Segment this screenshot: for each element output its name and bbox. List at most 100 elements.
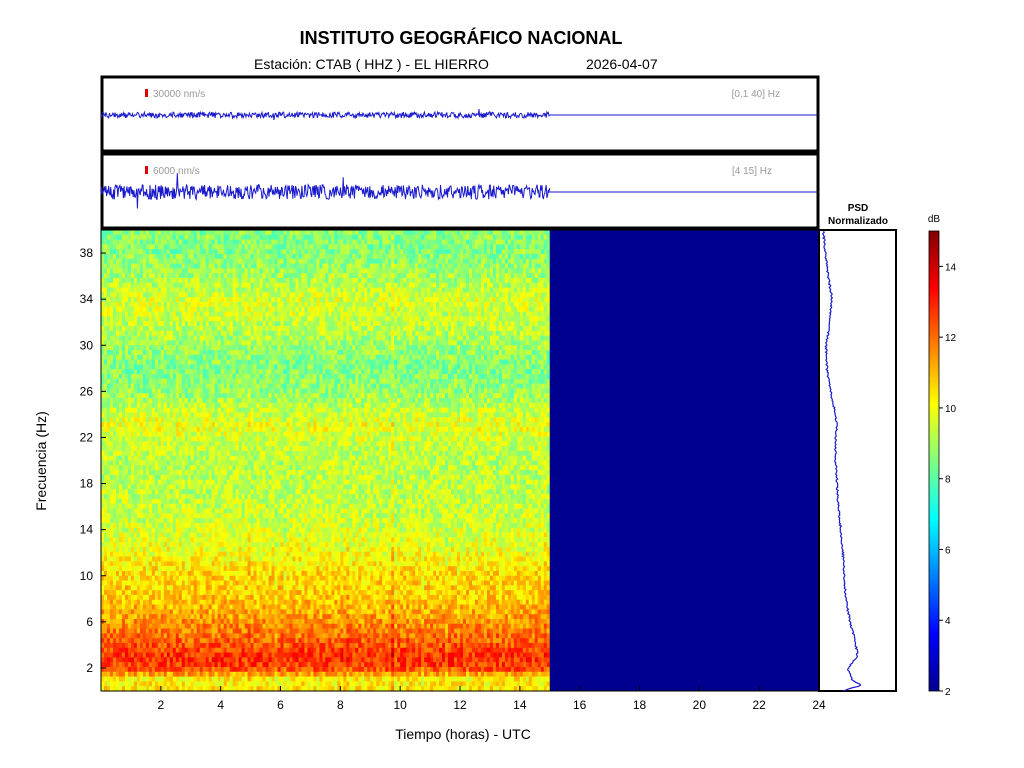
spectrogram-cell [445,278,449,284]
spectrogram-cell [184,311,189,318]
spectrogram-cell [534,311,539,318]
spectrogram-cell [483,311,488,318]
spectrogram-cell [175,258,180,265]
spectrogram-cell [415,311,419,318]
spectrogram-cell [436,306,440,313]
spectrogram-cell [457,282,461,289]
spectrogram-cell [513,230,518,236]
spectrogram-cell [352,254,356,260]
spectrogram-cell [442,244,446,250]
spectrogram-cell [265,254,270,260]
spectrogram-cell [364,268,368,274]
spectrogram-cell [468,239,473,245]
spectrogram-cell [109,287,114,294]
spectrogram-cell [451,278,455,284]
spectrogram-cell [262,311,267,318]
spectrogram-cell [445,297,449,303]
spectrogram-cell [376,268,380,274]
spectrogram-cell [130,335,135,342]
spectrogram-cell [307,287,312,294]
spectrogram-cell [286,268,291,274]
spectrogram-cell [358,292,362,298]
spectrogram-cell [483,230,488,236]
spectrogram-cell [519,330,524,337]
spectrogram-cell [388,273,392,279]
spectrogram-cell [163,330,168,337]
spectrogram-cell [337,292,341,298]
spectrogram-cell [238,330,243,337]
spectrogram-cell [448,292,452,298]
spectrogram-cell [217,278,222,284]
spectrogram-cell [385,263,389,270]
spectrogram-cell [172,273,177,279]
spectrogram-cell [241,249,246,255]
spectrogram-cell [483,258,488,265]
spectrogram-cell [253,306,258,313]
spectrogram-cell [121,326,126,332]
spectrogram-cell [489,278,494,284]
spectrogram-cell [205,330,210,337]
spectrogram-cell [510,239,515,245]
spectrogram-cell [349,244,353,250]
spectrogram-cell [172,292,177,298]
spectrogram-cell [507,311,512,318]
spectrogram-cell [289,278,294,284]
spectrogram-cell [250,230,255,236]
spectrogram-cell [346,311,350,318]
spectrogram-cell [313,249,317,255]
spectrogram-cell [154,302,159,308]
spectrogram-cell [534,292,539,298]
spectrogram-cell [181,263,186,270]
spectrogram-cell [331,311,335,318]
spectrogram-cell [298,244,303,250]
spectrogram-cell [244,287,249,294]
spectrogram-cell [208,311,213,318]
spectrogram-cell [316,306,320,313]
spectrogram-cell [337,306,341,313]
spectrogram-cell [379,306,383,313]
spectrogram-cell [277,306,282,313]
spectrogram-cell [175,326,180,332]
spectrogram-cell [454,282,458,289]
spectrogram-cell [385,326,389,332]
spectrogram-cell [247,282,252,289]
spectrogram-cell [271,330,276,337]
spectrogram-cell [322,239,326,245]
spectrogram-cell [400,244,404,250]
spectrogram-cell [492,239,497,245]
spectrogram-cell [418,273,422,279]
spectrogram-cell [181,311,186,318]
spectrogram-cell [370,268,374,274]
spectrogram-cell [229,239,234,245]
spectrogram-cell [250,278,255,284]
spectrogram-cell [265,258,270,265]
spectrogram-cell [109,268,114,274]
spectrogram-cell [187,311,192,318]
spectrogram-cell [196,234,201,241]
spectrogram-cell [373,321,377,327]
spectrogram-cell [235,234,240,241]
spectrogram-cell [504,287,509,294]
spectrogram-cell [214,326,219,332]
spectrogram-cell [184,230,189,236]
spectrogram-cell [211,297,216,303]
spectrogram-cell [145,330,150,337]
spectrogram-cell [349,311,353,318]
spectrogram-cell [448,239,452,245]
spectrogram-cell [241,273,246,279]
spectrogram-cell [382,330,386,337]
spectrogram-cell [412,302,416,308]
spectrogram-cell [337,330,341,337]
spectrogram-cell [253,326,258,332]
spectrogram-cell [115,278,120,284]
spectrogram-cell [253,330,258,337]
spectrogram-cell [208,230,213,236]
spectrogram-cell [409,268,413,274]
spectrogram-cell [118,287,123,294]
spectrogram-cell [504,263,509,270]
spectrogram-cell [474,244,479,250]
spectrogram-cell [471,316,476,322]
spectrogram-cell [334,263,338,270]
spectrogram-cell [160,321,165,327]
spectrogram-cell [223,268,228,274]
